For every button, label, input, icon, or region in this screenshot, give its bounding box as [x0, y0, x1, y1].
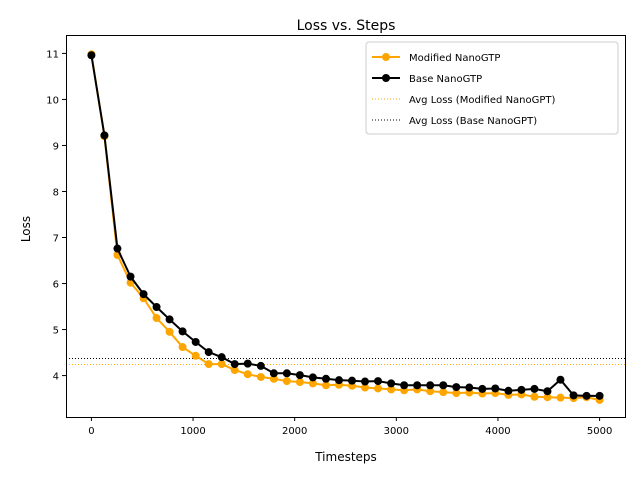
data-point-1: [413, 381, 422, 390]
x-axis: 0 1000 2000 3000 4000 5000: [88, 417, 612, 437]
data-point-1: [543, 387, 552, 396]
data-point-1: [152, 303, 161, 312]
data-point-0: [243, 370, 252, 379]
data-point-1: [308, 373, 317, 382]
data-point-0: [387, 385, 396, 394]
data-point-0: [452, 389, 461, 398]
y-tick-label: 6: [53, 280, 59, 291]
data-point-1: [282, 369, 291, 378]
data-point-1: [517, 385, 526, 394]
data-point-1: [465, 383, 474, 392]
data-point-0: [556, 393, 565, 402]
data-point-1: [595, 391, 604, 400]
axes-frame: [66, 35, 626, 418]
x-tick-label: 5000: [587, 426, 612, 437]
series-line-1: [90, 55, 600, 397]
data-point-1: [295, 371, 304, 380]
legend-label: Avg Loss (Base NanoGPT): [409, 116, 537, 127]
chart-title: Loss vs. Steps: [297, 18, 396, 34]
y-tick-label: 4: [53, 372, 59, 383]
data-point-0: [530, 392, 539, 401]
data-point-1: [139, 290, 148, 299]
legend-box: [365, 41, 619, 135]
x-tick-label: 2000: [282, 426, 307, 437]
data-point-1: [426, 381, 435, 390]
data-point-1: [204, 348, 213, 357]
data-point-0: [282, 377, 291, 386]
data-point-0: [230, 366, 239, 375]
data-point-1: [321, 374, 330, 383]
data-point-1: [491, 384, 500, 393]
data-point-0: [191, 351, 200, 360]
data-point-0: [308, 379, 317, 388]
data-point-0: [361, 383, 370, 392]
data-point-0: [295, 378, 304, 387]
y-tick-label: 11: [46, 49, 59, 60]
y-tick-label: 10: [46, 95, 59, 106]
x-tick-label: 3000: [384, 426, 409, 437]
series-line-0: [90, 54, 600, 401]
data-point-1: [452, 383, 461, 392]
y-axis-label: Loss: [19, 216, 33, 242]
data-point-1: [165, 315, 174, 324]
data-point-1: [113, 244, 122, 253]
legend-label: Modified NanoGTP: [409, 53, 500, 64]
data-point-0: [178, 343, 187, 352]
data-point-0: [256, 372, 265, 381]
data-point-1: [400, 381, 409, 390]
data-point-1: [243, 359, 252, 368]
x-axis-label: Timesteps: [314, 450, 377, 464]
x-tick-label: 0: [88, 426, 94, 437]
data-point-1: [348, 376, 357, 385]
x-tick-label: 1000: [180, 426, 205, 437]
data-point-1: [556, 375, 565, 384]
data-point-1: [87, 51, 96, 60]
legend-label: Avg Loss (Modified NanoGPT): [409, 95, 556, 106]
legend-label: Base NanoGTP: [409, 74, 482, 85]
data-point-1: [530, 384, 539, 393]
y-axis: 4 5 6 7 8 9 10 11: [46, 49, 66, 383]
data-point-0: [321, 381, 330, 390]
data-point-1: [361, 377, 370, 386]
data-point-0: [269, 374, 278, 383]
legend-marker: [382, 74, 390, 82]
data-point-1: [269, 369, 278, 378]
legend: Modified NanoGTP Base NanoGTP Avg Loss (Mo…: [365, 41, 619, 135]
data-point-0: [543, 393, 552, 402]
plot-area: [66, 50, 625, 404]
data-point-1: [334, 376, 343, 385]
data-point-0: [152, 314, 161, 323]
data-point-1: [478, 384, 487, 393]
legend-marker: [382, 53, 390, 61]
data-point-1: [504, 386, 513, 395]
data-point-1: [191, 337, 200, 346]
data-point-1: [126, 272, 135, 281]
data-point-1: [100, 131, 109, 140]
data-point-1: [178, 327, 187, 336]
data-point-1: [230, 360, 239, 369]
data-point-0: [217, 360, 226, 369]
data-point-0: [374, 384, 383, 393]
data-point-0: [204, 360, 213, 369]
y-tick-label: 7: [53, 234, 59, 245]
data-point-0: [426, 387, 435, 396]
data-point-1: [439, 381, 448, 390]
data-point-1: [582, 391, 591, 400]
data-point-1: [217, 353, 226, 362]
y-tick-label: 5: [53, 326, 59, 337]
data-point-0: [165, 327, 174, 336]
data-point-1: [569, 391, 578, 400]
y-tick-label: 8: [53, 187, 59, 198]
x-tick-label: 4000: [485, 426, 510, 437]
y-tick-label: 9: [53, 141, 59, 152]
data-point-1: [374, 377, 383, 386]
data-point-1: [256, 361, 265, 370]
data-point-1: [387, 379, 396, 388]
data-point-0: [439, 388, 448, 397]
